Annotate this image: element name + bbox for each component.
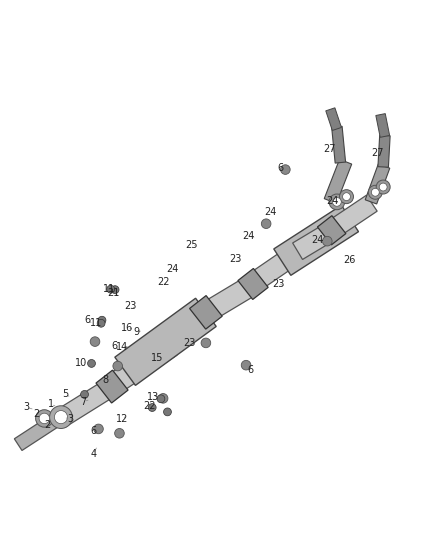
Text: 23: 23 — [125, 301, 137, 311]
Text: 3: 3 — [23, 402, 29, 412]
Text: 3: 3 — [67, 414, 74, 424]
Circle shape — [54, 410, 67, 424]
Polygon shape — [324, 159, 352, 204]
Circle shape — [368, 185, 382, 199]
Circle shape — [339, 190, 353, 204]
Text: 27: 27 — [323, 143, 335, 154]
Text: 24: 24 — [166, 264, 179, 273]
Circle shape — [97, 319, 105, 327]
Polygon shape — [378, 135, 390, 167]
Text: 2: 2 — [33, 409, 39, 419]
Text: 26: 26 — [343, 255, 355, 265]
Polygon shape — [96, 370, 128, 403]
Text: 22: 22 — [157, 277, 170, 287]
Text: 6: 6 — [247, 366, 254, 375]
Circle shape — [241, 360, 251, 370]
Text: 21: 21 — [107, 288, 120, 298]
Circle shape — [90, 337, 100, 346]
Circle shape — [332, 198, 341, 206]
Polygon shape — [55, 377, 119, 427]
Polygon shape — [293, 222, 337, 260]
Polygon shape — [115, 298, 216, 385]
Text: 23: 23 — [230, 254, 242, 264]
Text: 27: 27 — [371, 148, 383, 158]
Text: 13: 13 — [146, 392, 159, 402]
Text: 6: 6 — [84, 315, 90, 325]
Text: 11: 11 — [103, 284, 115, 294]
Text: 6: 6 — [277, 163, 283, 173]
Circle shape — [94, 424, 103, 434]
Circle shape — [322, 236, 332, 246]
Circle shape — [113, 361, 123, 371]
Text: 16: 16 — [121, 322, 134, 333]
Text: 9: 9 — [133, 327, 139, 337]
Text: 6: 6 — [111, 341, 117, 351]
Text: 23: 23 — [183, 338, 195, 348]
Circle shape — [88, 359, 95, 367]
Text: 10: 10 — [75, 358, 88, 368]
Circle shape — [163, 408, 171, 416]
Circle shape — [201, 338, 211, 348]
Text: 24: 24 — [243, 231, 255, 241]
Circle shape — [158, 393, 168, 403]
Polygon shape — [238, 269, 268, 300]
Circle shape — [261, 219, 271, 229]
Text: 25: 25 — [186, 240, 198, 249]
Circle shape — [343, 193, 350, 200]
Text: 5: 5 — [62, 390, 68, 399]
Circle shape — [379, 183, 387, 191]
Text: 11: 11 — [90, 318, 102, 328]
Circle shape — [39, 413, 49, 424]
Polygon shape — [376, 114, 390, 138]
Polygon shape — [365, 164, 390, 204]
Polygon shape — [14, 413, 62, 450]
Circle shape — [35, 410, 53, 427]
Polygon shape — [245, 244, 303, 293]
Text: 12: 12 — [116, 414, 128, 424]
Text: 22: 22 — [143, 401, 155, 411]
Circle shape — [115, 429, 124, 438]
Text: 24: 24 — [326, 196, 339, 206]
Circle shape — [98, 316, 106, 324]
Polygon shape — [190, 296, 222, 329]
Text: 7: 7 — [81, 397, 87, 407]
Polygon shape — [332, 126, 346, 163]
Text: 4: 4 — [90, 449, 96, 459]
Circle shape — [157, 395, 165, 403]
Polygon shape — [326, 108, 342, 131]
Polygon shape — [318, 216, 346, 245]
Polygon shape — [196, 275, 259, 325]
Circle shape — [107, 285, 115, 293]
Text: 24: 24 — [311, 235, 323, 245]
Text: 1: 1 — [48, 399, 54, 409]
Text: 6: 6 — [90, 426, 96, 435]
Text: 14: 14 — [116, 342, 128, 352]
Circle shape — [371, 188, 379, 196]
Circle shape — [148, 403, 156, 411]
Polygon shape — [274, 205, 359, 276]
Circle shape — [49, 406, 72, 429]
Text: 15: 15 — [151, 353, 163, 363]
Circle shape — [111, 286, 119, 294]
Circle shape — [329, 194, 345, 210]
Circle shape — [81, 391, 88, 398]
Text: 8: 8 — [102, 375, 109, 385]
Polygon shape — [106, 337, 177, 394]
Text: 2: 2 — [45, 419, 51, 430]
Text: 23: 23 — [272, 279, 284, 289]
Polygon shape — [323, 195, 377, 240]
Circle shape — [376, 180, 390, 194]
Circle shape — [281, 165, 290, 174]
Text: 24: 24 — [264, 207, 277, 217]
